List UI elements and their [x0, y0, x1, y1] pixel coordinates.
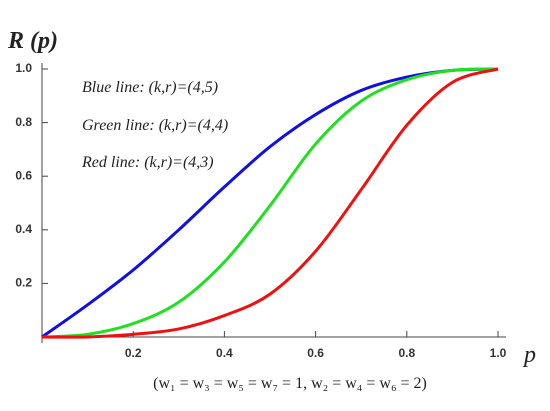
x-tick-label: 0.2 — [125, 346, 142, 360]
y-tick-label: 0.8 — [15, 115, 32, 129]
y-tick-label: 0.2 — [15, 276, 32, 290]
y-tick-label: 1.0 — [15, 61, 32, 75]
x-axis-label: p — [522, 342, 536, 368]
y-tick-label: 0.6 — [15, 168, 32, 182]
x-tick-label: 0.8 — [398, 346, 415, 360]
annotation: Green line: (k,r)=(4,4) — [82, 117, 228, 134]
x-tick-label: 0.6 — [307, 346, 324, 360]
line-series — [41, 67, 499, 339]
footnote: (w₁ = w₃ = w₅ = w₇ = 1, w₂ = w₄ = w₆ = 2… — [153, 375, 427, 392]
annotation: Blue line: (k,r)=(4,5) — [82, 79, 218, 96]
annotation: Red line: (k,r)=(4,3) — [81, 154, 214, 171]
x-tick-label: 1.0 — [490, 346, 507, 360]
line-series — [41, 67, 499, 339]
x-tick-label: 0.4 — [216, 346, 233, 360]
y-axis-label: R (p) — [7, 28, 58, 54]
line-series — [41, 67, 499, 339]
y-tick-label: 0.4 — [15, 222, 32, 236]
